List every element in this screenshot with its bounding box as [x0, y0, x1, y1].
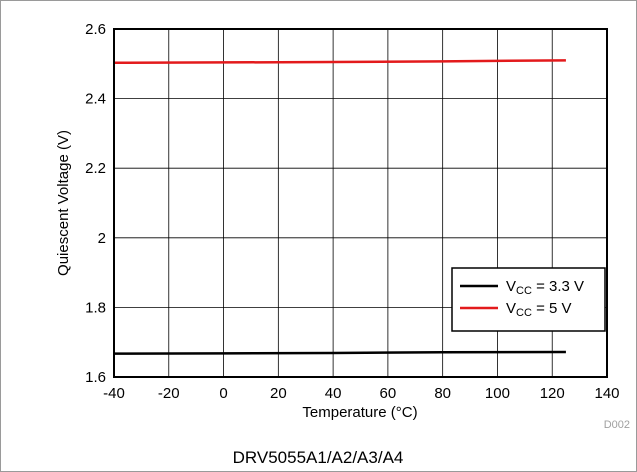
y-axis-title: Quiescent Voltage (V) [55, 130, 72, 276]
figure-id: D002 [604, 419, 630, 431]
y-tick-label: 2.6 [85, 21, 106, 38]
series-line-1 [113, 59, 566, 65]
x-tick-label: 120 [540, 385, 565, 402]
series-layer [113, 59, 566, 355]
x-tick-label: 80 [434, 385, 451, 402]
x-tick-label: 40 [325, 385, 342, 402]
x-tick-label: -20 [158, 385, 180, 402]
legend-label-vcc-5v: VCC = 5 V [506, 300, 572, 319]
x-tick-label: 140 [594, 385, 619, 402]
y-tick-label: 1.8 [85, 299, 106, 316]
x-tick-label: 20 [270, 385, 287, 402]
y-tick-label: 2.4 [85, 91, 106, 108]
series-line-0 [113, 350, 566, 355]
y-tick-label: 1.6 [85, 369, 106, 386]
plot-area-border [113, 28, 608, 378]
x-tick-label: 100 [485, 385, 510, 402]
legend-label-vcc-3v3: VCC = 3.3 V [506, 278, 584, 297]
legend: VCC = 3.3 V VCC = 5 V [451, 267, 606, 332]
y-tick-label: 2 [98, 230, 106, 247]
x-tick-label: 60 [380, 385, 397, 402]
x-axis-title: Temperature (°C) [302, 404, 417, 421]
x-tick-label: 0 [219, 385, 227, 402]
x-tick-label: -40 [103, 385, 125, 402]
legend-box [451, 267, 606, 332]
figure-caption: DRV5055A1/A2/A3/A4 [233, 448, 404, 467]
x-tick-labels: -40 -20 0 20 40 60 80 100 120 140 [103, 385, 619, 402]
y-tick-label: 2.2 [85, 160, 106, 177]
y-tick-labels: 1.6 1.8 2 2.2 2.4 2.6 [85, 21, 106, 386]
